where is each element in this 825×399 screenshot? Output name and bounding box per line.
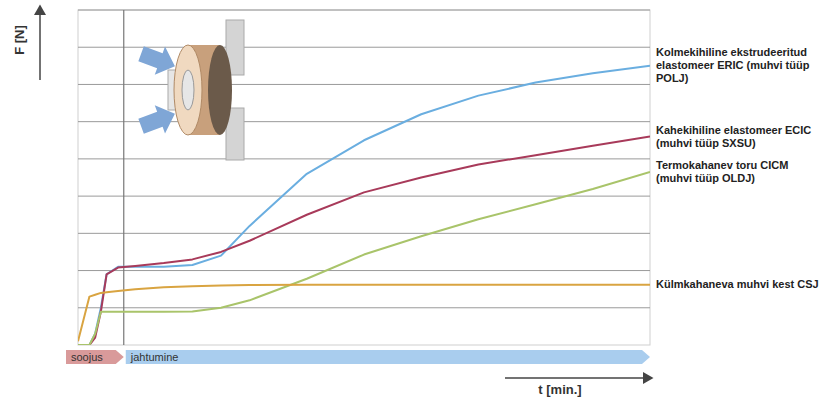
series-label-line: POLJ) <box>656 72 689 84</box>
grid-line <box>78 47 650 48</box>
phase-bar <box>66 350 124 364</box>
grid-line <box>78 233 650 234</box>
y-axis-arrow <box>39 6 41 80</box>
y-axis-title: F [N] <box>12 25 27 55</box>
series-label-line: elastomeer ERIC (muhvi tüüp <box>656 59 810 71</box>
sleeve-hole <box>182 70 194 110</box>
series-label-line: Kolmekihiline ekstrudeeritud <box>656 46 807 58</box>
series-label-line: Termokahanev toru CICM <box>656 159 788 171</box>
series-label-line: Kahekihiline elastomeer ECIC <box>656 124 811 136</box>
sleeve-face <box>174 45 202 135</box>
series-label-line: (muhvi tüüp SXSU) <box>656 137 756 149</box>
illustration <box>136 20 244 160</box>
series-label: Termokahanev toru CICM(muhvi tüüp OLDJ) <box>656 159 788 184</box>
series-line <box>78 172 650 345</box>
force-arrow <box>136 40 180 81</box>
series-label-line: Külmkahaneva muhvi kest CSJ <box>656 278 819 290</box>
phase-boundary <box>123 10 124 345</box>
x-axis-title: t [min.] <box>538 382 581 397</box>
phase-label: jahtumine <box>130 351 179 363</box>
series-label-line: (muhvi tüüp OLDJ) <box>656 172 755 184</box>
phase-label: soojus <box>71 351 103 363</box>
grid-line <box>78 270 650 271</box>
series-label: Kolmekihiline ekstrudeeritudelastomeer E… <box>656 46 810 84</box>
series-line <box>78 66 650 345</box>
series-group <box>78 66 650 345</box>
plot-frame <box>78 10 650 345</box>
grid-line <box>78 307 650 308</box>
force-arrow <box>136 100 180 141</box>
grid-line <box>78 158 650 159</box>
grid-line <box>78 84 650 85</box>
phase-bar <box>126 350 650 364</box>
x-axis-arrow <box>505 377 652 379</box>
series-label: Kahekihiline elastomeer ECIC(muhvi tüüp … <box>656 124 811 149</box>
grid-line <box>78 10 650 11</box>
series-line <box>78 137 650 345</box>
series-line <box>78 285 650 342</box>
chart: Kolmekihiline ekstrudeeritudelastomeer E… <box>0 0 825 399</box>
sleeve-rim <box>208 45 232 135</box>
series-label: Külmkahaneva muhvi kest CSJ <box>656 278 819 290</box>
